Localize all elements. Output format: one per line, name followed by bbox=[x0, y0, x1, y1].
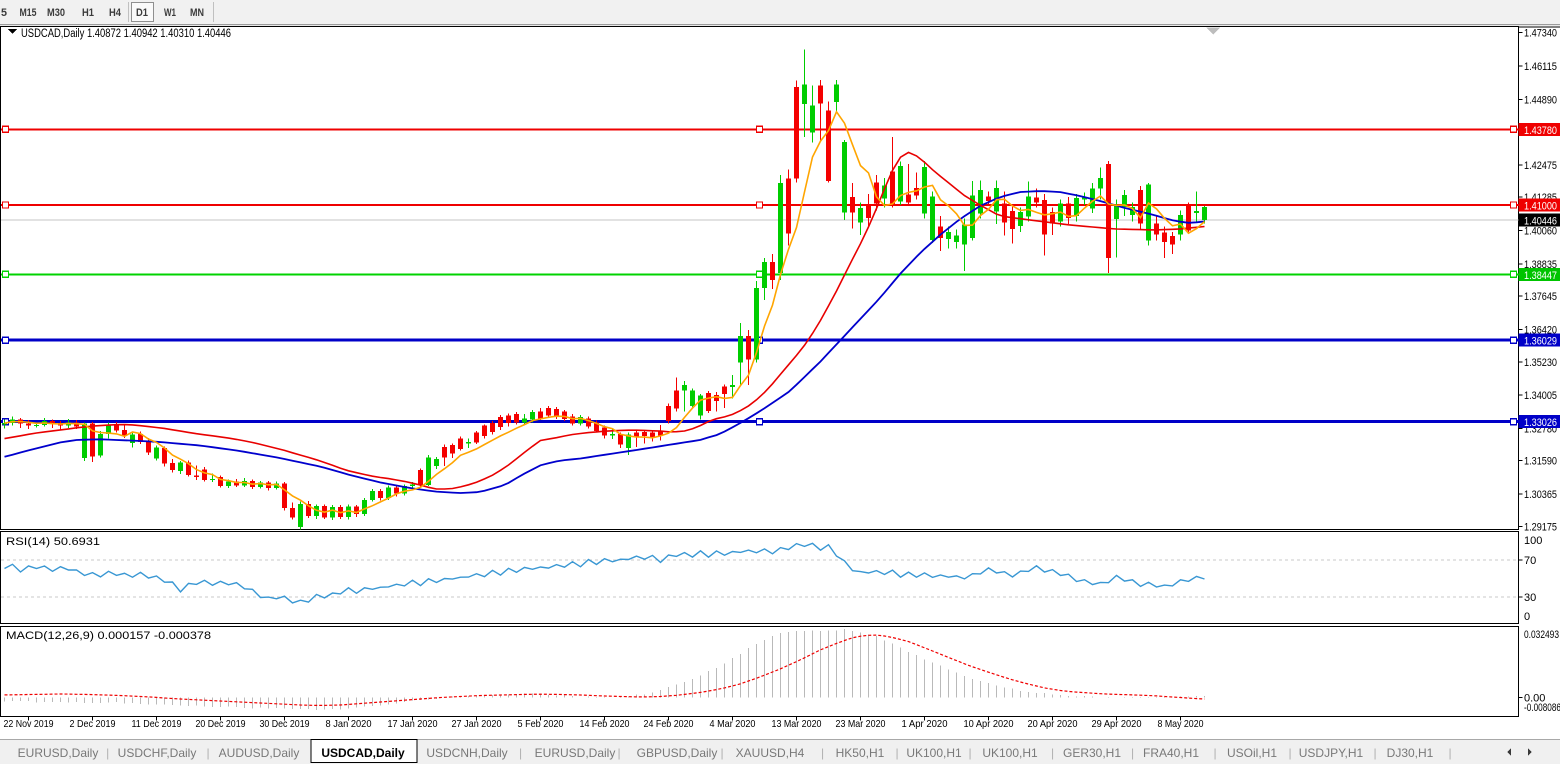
svg-text:USDCAD,Daily 1.40872 1.40942: USDCAD,Daily 1.40872 1.40942 1.40310 1.4… bbox=[21, 28, 231, 40]
svg-text:100: 100 bbox=[1524, 535, 1542, 547]
svg-text:|: | bbox=[895, 746, 898, 760]
svg-text:1.42475: 1.42475 bbox=[1524, 160, 1557, 172]
svg-text:1.36029: 1.36029 bbox=[1524, 336, 1557, 348]
svg-text:W1: W1 bbox=[164, 7, 176, 19]
svg-text:MACD(12,26,9) 0.000157 -0.0003: MACD(12,26,9) 0.000157 -0.000378 bbox=[6, 630, 211, 642]
svg-text:H1: H1 bbox=[82, 7, 94, 19]
svg-text:1.34005: 1.34005 bbox=[1524, 390, 1557, 402]
svg-text:M15: M15 bbox=[20, 7, 37, 19]
svg-text:11 Dec 2019: 11 Dec 2019 bbox=[132, 718, 182, 730]
svg-text:|: | bbox=[821, 746, 824, 760]
svg-text:2 Dec 2019: 2 Dec 2019 bbox=[70, 718, 116, 730]
svg-text:27 Jan 2020: 27 Jan 2020 bbox=[452, 718, 502, 730]
svg-text:1.37645: 1.37645 bbox=[1524, 291, 1557, 303]
svg-text:1.41000: 1.41000 bbox=[1524, 200, 1557, 212]
svg-text:14 Feb 2020: 14 Feb 2020 bbox=[580, 718, 630, 730]
svg-text:30: 30 bbox=[1524, 592, 1536, 604]
svg-text:USDJPY,H1: USDJPY,H1 bbox=[1299, 746, 1364, 760]
svg-text:RSI(14) 50.6931: RSI(14) 50.6931 bbox=[6, 536, 100, 548]
svg-text:13 Mar 2020: 13 Mar 2020 bbox=[772, 718, 822, 730]
svg-text:USDCHF,Daily: USDCHF,Daily bbox=[118, 746, 197, 760]
svg-text:|: | bbox=[617, 746, 620, 760]
svg-text:1.33026: 1.33026 bbox=[1524, 417, 1557, 429]
svg-text:29 Apr 2020: 29 Apr 2020 bbox=[1092, 718, 1142, 730]
svg-text:20 Dec 2019: 20 Dec 2019 bbox=[196, 718, 246, 730]
svg-text:5: 5 bbox=[1, 7, 7, 19]
svg-text:EURUSD,Daily: EURUSD,Daily bbox=[535, 746, 616, 760]
svg-text:MN: MN bbox=[190, 7, 204, 19]
svg-text:1.29175: 1.29175 bbox=[1524, 521, 1557, 533]
svg-text:AUDUSD,Daily: AUDUSD,Daily bbox=[219, 746, 300, 760]
svg-text:1.30365: 1.30365 bbox=[1524, 489, 1557, 501]
svg-text:|: | bbox=[1213, 746, 1216, 760]
svg-text:USOil,H1: USOil,H1 bbox=[1227, 746, 1277, 760]
svg-text:|: | bbox=[519, 746, 522, 760]
svg-text:5 Feb 2020: 5 Feb 2020 bbox=[518, 718, 564, 730]
svg-text:UK100,H1: UK100,H1 bbox=[906, 746, 962, 760]
svg-text:HK50,H1: HK50,H1 bbox=[836, 746, 885, 760]
svg-text:24 Feb 2020: 24 Feb 2020 bbox=[644, 718, 694, 730]
svg-text:UK100,H1: UK100,H1 bbox=[982, 746, 1038, 760]
svg-text:FRA40,H1: FRA40,H1 bbox=[1143, 746, 1199, 760]
svg-text:|: | bbox=[1131, 746, 1134, 760]
svg-text:70: 70 bbox=[1524, 555, 1536, 567]
svg-text:30 Dec 2019: 30 Dec 2019 bbox=[260, 718, 310, 730]
svg-text:GER30,H1: GER30,H1 bbox=[1063, 746, 1121, 760]
svg-text:17 Jan 2020: 17 Jan 2020 bbox=[388, 718, 438, 730]
svg-text:|: | bbox=[1051, 746, 1054, 760]
svg-text:22 Nov 2019: 22 Nov 2019 bbox=[4, 718, 54, 730]
svg-text:1.44890: 1.44890 bbox=[1524, 94, 1557, 106]
svg-text:1.31590: 1.31590 bbox=[1524, 456, 1557, 468]
svg-text:|: | bbox=[1373, 746, 1376, 760]
svg-text:0: 0 bbox=[1524, 611, 1530, 623]
svg-text:H4: H4 bbox=[109, 7, 122, 19]
svg-text:10 Apr 2020: 10 Apr 2020 bbox=[964, 718, 1014, 730]
svg-text:|: | bbox=[106, 746, 109, 760]
svg-text:|: | bbox=[1288, 746, 1291, 760]
svg-text:USDCNH,Daily: USDCNH,Daily bbox=[426, 746, 507, 760]
svg-text:0.00: 0.00 bbox=[1524, 693, 1545, 705]
svg-text:M30: M30 bbox=[47, 7, 65, 19]
svg-text:1.35230: 1.35230 bbox=[1524, 357, 1557, 369]
svg-text:GBPUSD,Daily: GBPUSD,Daily bbox=[637, 746, 718, 760]
svg-text:DJ30,H1: DJ30,H1 bbox=[1387, 746, 1434, 760]
svg-text:USDCAD,Daily: USDCAD,Daily bbox=[321, 746, 405, 760]
svg-text:1.40446: 1.40446 bbox=[1524, 216, 1557, 228]
svg-text:1.40060: 1.40060 bbox=[1524, 226, 1557, 238]
svg-text:EURUSD,Daily: EURUSD,Daily bbox=[18, 746, 99, 760]
svg-text:1.46115: 1.46115 bbox=[1524, 61, 1557, 73]
svg-text:1.43780: 1.43780 bbox=[1524, 125, 1557, 137]
svg-text:8 May 2020: 8 May 2020 bbox=[1158, 718, 1204, 730]
svg-text:1 Apr 2020: 1 Apr 2020 bbox=[902, 718, 948, 730]
svg-text:XAUUSD,H4: XAUUSD,H4 bbox=[736, 746, 805, 760]
svg-text:20 Apr 2020: 20 Apr 2020 bbox=[1028, 718, 1078, 730]
svg-text:D1: D1 bbox=[136, 7, 148, 19]
svg-text:1.36420: 1.36420 bbox=[1524, 324, 1557, 336]
svg-text:|: | bbox=[206, 746, 209, 760]
svg-text:4 Mar 2020: 4 Mar 2020 bbox=[710, 718, 756, 730]
svg-text:8 Jan 2020: 8 Jan 2020 bbox=[326, 718, 372, 730]
svg-text:|: | bbox=[720, 746, 723, 760]
svg-text:|: | bbox=[968, 746, 971, 760]
svg-text:1.47340: 1.47340 bbox=[1524, 28, 1557, 40]
svg-text:|: | bbox=[1448, 746, 1451, 760]
svg-text:23 Mar 2020: 23 Mar 2020 bbox=[836, 718, 886, 730]
svg-text:-0.008086: -0.008086 bbox=[1524, 702, 1560, 714]
svg-text:1.38447: 1.38447 bbox=[1524, 270, 1557, 282]
svg-text:0.032493: 0.032493 bbox=[1524, 629, 1559, 641]
